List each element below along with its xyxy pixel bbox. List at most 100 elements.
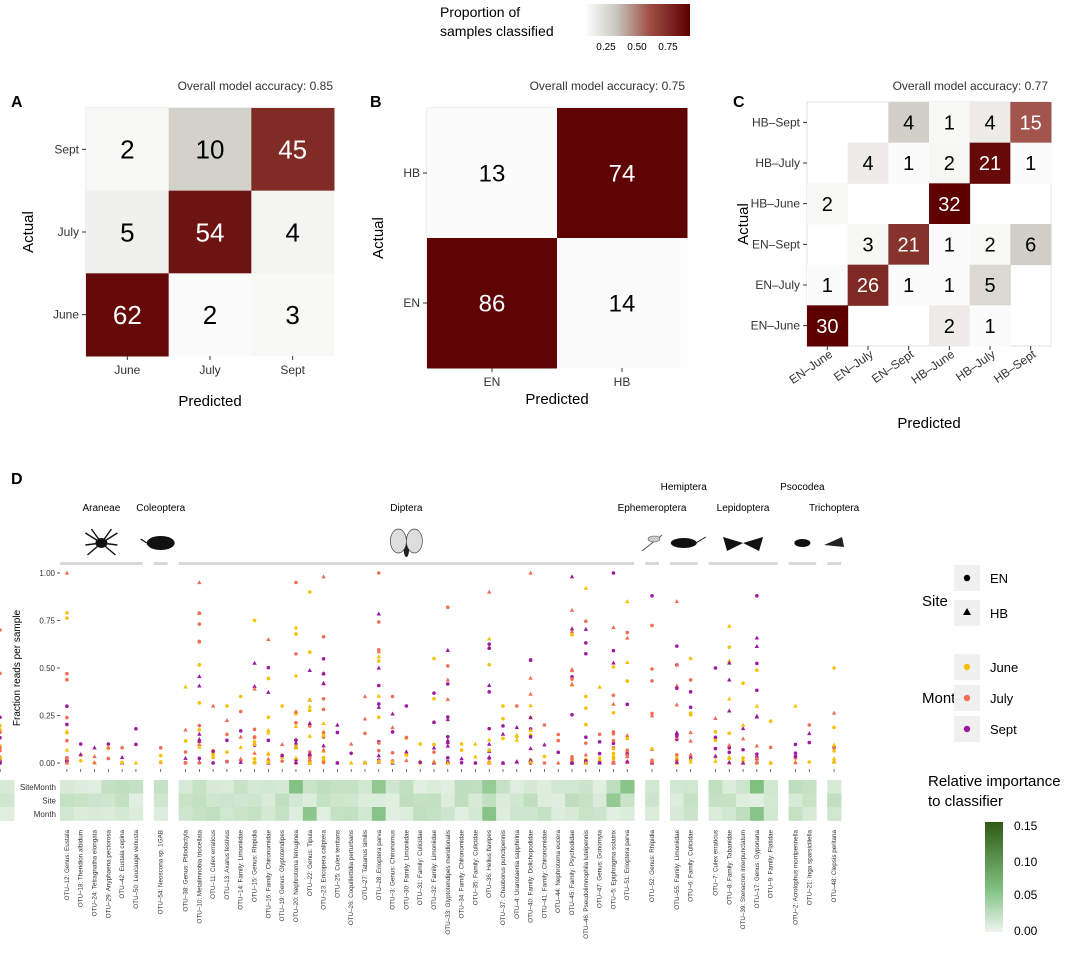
y-axis-title: Actual xyxy=(370,217,387,259)
otu-label: OTU–37: Chaoborus punctipennis xyxy=(500,830,507,925)
month-legend-sept-label: Sept xyxy=(990,722,1017,737)
point-hb xyxy=(376,649,381,654)
matrix-cell xyxy=(847,142,889,184)
y-axis-title: Actual xyxy=(20,211,37,253)
point-en xyxy=(611,571,616,575)
point-hb xyxy=(611,660,616,665)
point-en xyxy=(727,756,732,761)
heat-cell xyxy=(592,793,607,808)
site-legend-hb-label: HB xyxy=(990,606,1008,621)
heat-cell xyxy=(233,807,249,821)
matrix-cell xyxy=(557,238,688,369)
month-legend: Month June July Sept xyxy=(922,654,1018,742)
point-hb xyxy=(404,758,409,763)
matrix-cell xyxy=(929,102,971,144)
point-en xyxy=(321,707,326,712)
matrix-count: 1 xyxy=(944,113,955,135)
site-legend-en-label: EN xyxy=(990,571,1008,586)
point-en xyxy=(807,723,812,727)
point-hb xyxy=(321,747,326,752)
point-en xyxy=(556,750,561,755)
point-en xyxy=(727,731,732,736)
point-hb xyxy=(528,757,533,762)
heat-cell xyxy=(153,793,169,808)
heat-cell xyxy=(371,807,387,821)
point-en xyxy=(321,635,326,639)
point-en xyxy=(0,761,2,765)
point-en xyxy=(625,753,630,758)
heat-cell xyxy=(440,780,456,794)
point-hb xyxy=(445,717,450,722)
point-hb xyxy=(348,760,354,765)
point-hb xyxy=(611,625,616,630)
point-en xyxy=(793,754,798,759)
point-hb xyxy=(238,756,243,761)
otu-label: OTU–31: Family: Culicidae xyxy=(417,830,424,906)
point-hb xyxy=(754,635,760,640)
point-hb xyxy=(431,745,437,750)
fly-wing xyxy=(390,528,407,554)
point-hb xyxy=(514,759,520,764)
heat-cell xyxy=(454,807,469,821)
point-hb xyxy=(583,760,589,765)
otu-label: OTU–19: Genus: Glyptotendipes xyxy=(279,830,286,921)
point-hb xyxy=(542,742,547,747)
point-hb xyxy=(64,570,70,575)
heat-cell xyxy=(509,793,525,808)
point-en xyxy=(65,671,69,676)
point-hb xyxy=(183,727,188,732)
heat-cell xyxy=(385,780,400,794)
point-en xyxy=(675,644,679,648)
point-en xyxy=(727,645,732,649)
point-en xyxy=(501,736,505,741)
point-en xyxy=(432,691,436,695)
point-en xyxy=(0,715,2,720)
order-strip xyxy=(669,562,698,565)
heat-cell xyxy=(454,780,469,794)
point-hb xyxy=(473,754,478,759)
heat-cell xyxy=(101,780,116,794)
point-en xyxy=(650,623,654,628)
spider-leg xyxy=(85,542,102,546)
point-hb xyxy=(674,599,680,604)
otu-label: OTU–45: Family: Psychodidae xyxy=(569,830,576,916)
heat-cell xyxy=(802,780,817,794)
matrix-count: 3 xyxy=(285,300,299,330)
point-en xyxy=(197,663,202,667)
otu-label: OTU–52: Genus: Rhipidia xyxy=(649,830,656,903)
point-hb xyxy=(307,668,312,673)
point-hb xyxy=(688,730,693,735)
point-hb xyxy=(807,731,812,736)
panel-letter-b: B xyxy=(370,94,382,111)
y-tick-label: Sept xyxy=(54,142,79,156)
point-en xyxy=(335,730,340,735)
point-en xyxy=(713,735,718,740)
point-hb xyxy=(611,746,616,751)
point-hb xyxy=(445,743,450,748)
order-silhouette-icon xyxy=(794,539,811,547)
point-en xyxy=(597,751,602,756)
heat-cell xyxy=(0,780,15,794)
point-en xyxy=(625,630,630,635)
point-hb xyxy=(674,702,680,707)
point-en xyxy=(432,720,436,725)
point-hb xyxy=(390,711,395,716)
point-hb xyxy=(197,744,202,749)
order-label: Trichoptera xyxy=(809,503,860,514)
point-en xyxy=(211,749,215,754)
order-strip xyxy=(788,562,817,565)
point-en xyxy=(0,671,2,676)
point-hb xyxy=(445,677,450,682)
spider-leg xyxy=(101,532,118,544)
point-en xyxy=(755,661,759,666)
point-en xyxy=(158,753,163,758)
point-en xyxy=(280,759,284,763)
point-en xyxy=(404,704,409,708)
point-hb xyxy=(266,637,271,642)
heat-cell xyxy=(440,807,456,821)
matrix-cell xyxy=(847,264,889,306)
x-tick-label: HB–Sept xyxy=(991,347,1039,386)
point-en xyxy=(307,761,312,765)
x-tick-label: EN–Sept xyxy=(869,347,917,386)
order-strip xyxy=(645,562,659,565)
